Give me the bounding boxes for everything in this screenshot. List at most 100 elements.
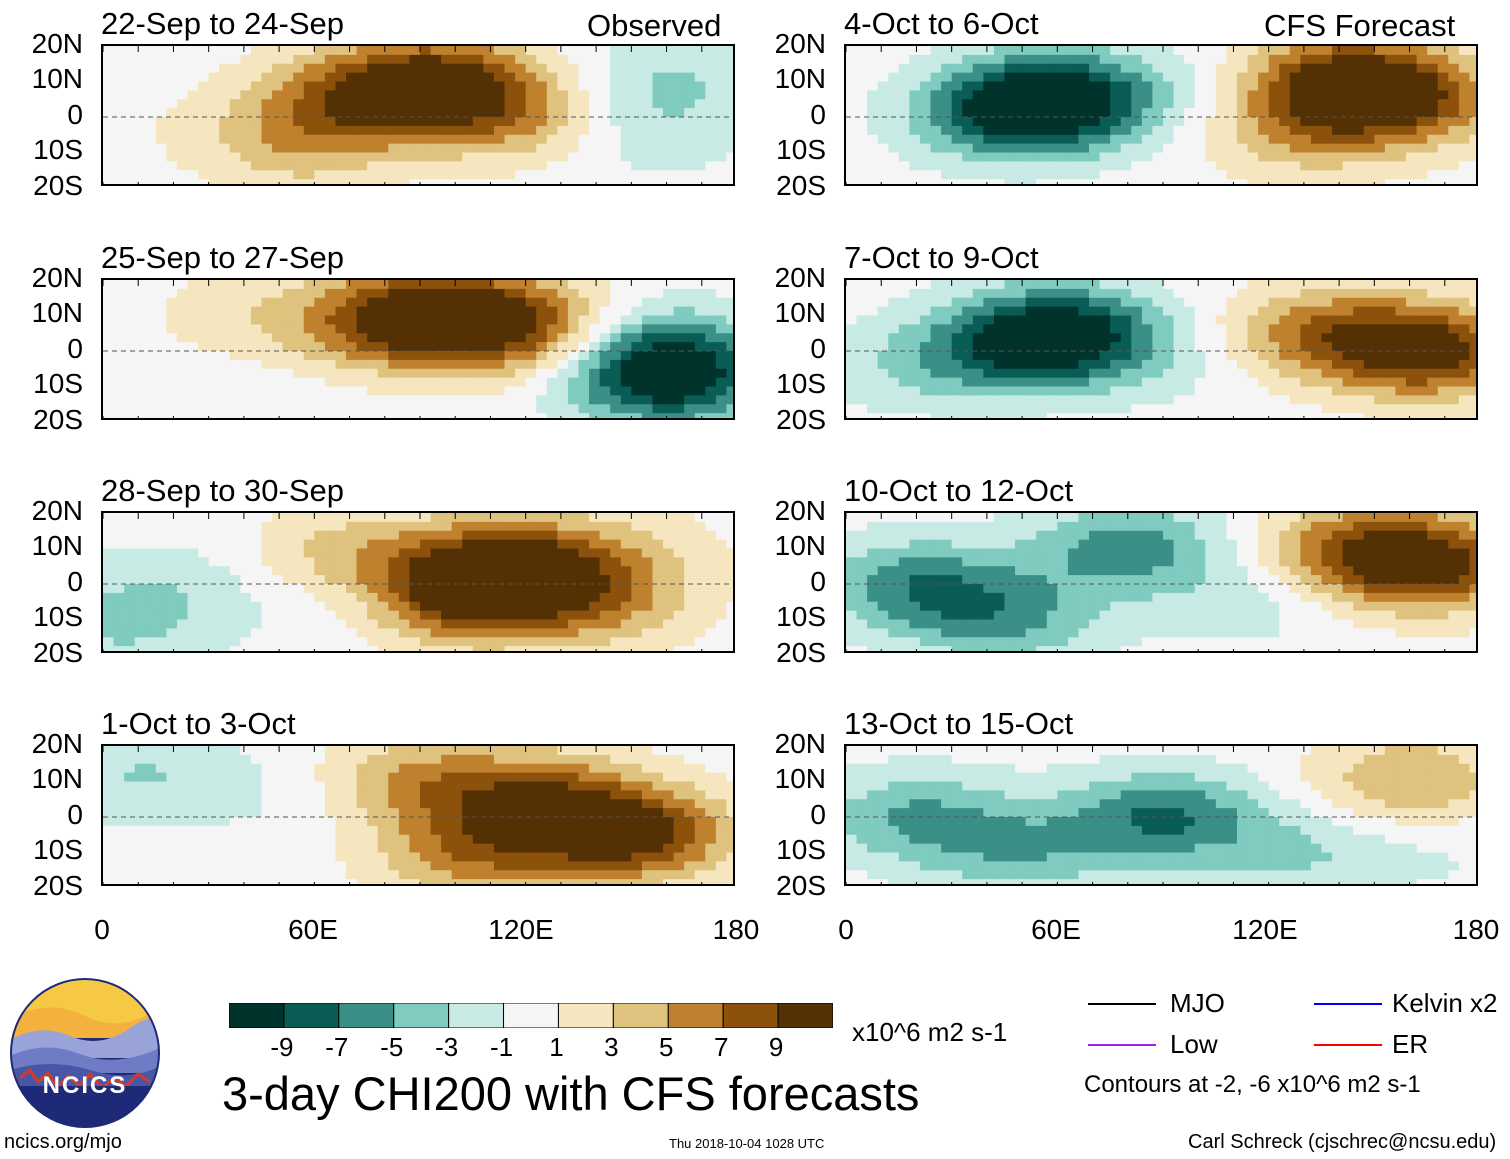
heatmap-cell <box>240 161 252 171</box>
heatmap-cell <box>726 351 733 361</box>
heatmap-cell <box>652 781 664 791</box>
heatmap-cell <box>673 306 685 317</box>
heatmap-cell <box>1205 152 1217 162</box>
heatmap-cell <box>124 763 136 774</box>
heatmap-cell <box>1300 143 1312 154</box>
heatmap-cell <box>694 843 706 854</box>
heatmap-cell <box>219 628 231 638</box>
heatmap-cell <box>451 513 463 523</box>
heatmap-cell <box>103 108 115 118</box>
heatmap-cell <box>398 539 411 550</box>
heatmap-cell <box>909 125 921 136</box>
heatmap-cell <box>367 161 379 171</box>
heatmap-cell <box>1236 99 1249 109</box>
heatmap-cell <box>272 404 284 414</box>
heatmap-cell <box>546 386 558 396</box>
heatmap-cell <box>1173 117 1185 127</box>
heatmap-cell <box>546 843 558 854</box>
heatmap-cell <box>631 125 643 136</box>
heatmap-cell <box>420 280 432 290</box>
heatmap-cell <box>388 746 400 756</box>
heatmap-cell <box>1089 54 1101 65</box>
heatmap-cell <box>919 81 932 91</box>
heatmap-cell <box>282 746 294 756</box>
heatmap-cell <box>472 521 484 532</box>
heatmap-cell <box>694 879 706 884</box>
heatmap-cell <box>673 566 685 576</box>
heatmap-cell <box>525 763 537 774</box>
heatmap-cell <box>525 799 537 809</box>
heatmap-cell <box>398 530 411 541</box>
heatmap-cell <box>715 152 728 162</box>
heatmap-cell <box>589 134 601 145</box>
heatmap-cell <box>567 799 580 809</box>
heatmap-cell <box>1099 90 1111 100</box>
heatmap-cell <box>1395 54 1407 65</box>
heatmap-cell <box>472 754 484 765</box>
heatmap-cell <box>176 746 189 756</box>
heatmap-cell <box>1046 54 1058 65</box>
heatmap-cell <box>631 90 643 100</box>
heatmap-cell <box>409 548 421 558</box>
heatmap-cell <box>293 790 305 800</box>
heatmap-cell <box>1078 125 1090 136</box>
heatmap-cell <box>398 879 411 884</box>
heatmap-cell <box>578 539 590 550</box>
heatmap-cell <box>1300 170 1312 180</box>
heatmap-cell <box>451 834 463 845</box>
heatmap-cell <box>641 81 654 91</box>
heatmap-cell <box>888 179 900 184</box>
heatmap-cell <box>103 368 115 379</box>
heatmap-cell <box>1448 46 1460 56</box>
heatmap-cell <box>219 781 231 791</box>
heatmap-cell <box>113 619 125 629</box>
heatmap-cell <box>652 584 664 594</box>
heatmap-cell <box>515 781 527 791</box>
heatmap-cell <box>1057 117 1069 127</box>
heatmap-cell <box>641 530 654 541</box>
heatmap-cell <box>472 817 484 827</box>
heatmap-cell <box>631 817 643 827</box>
heatmap-cell <box>420 125 432 136</box>
heatmap-cell <box>240 395 252 405</box>
heatmap-cell <box>240 530 252 541</box>
heatmap-cell <box>229 134 241 145</box>
heatmap-cell <box>293 386 305 396</box>
heatmap-cell <box>1353 170 1365 180</box>
heatmap-cell <box>525 386 537 396</box>
heatmap-cell <box>1184 161 1196 171</box>
heatmap-cell <box>134 825 146 836</box>
heatmap-cell <box>705 834 717 845</box>
heatmap-cell <box>303 852 315 862</box>
heatmap-cell <box>652 306 664 317</box>
heatmap-cell <box>398 117 411 127</box>
heatmap-cell <box>919 117 932 127</box>
heatmap-cell <box>272 324 284 334</box>
heatmap-cell <box>430 125 442 136</box>
heatmap-cell <box>1353 125 1365 136</box>
heatmap-cell <box>1046 99 1058 109</box>
heatmap-cell <box>229 619 241 629</box>
heatmap-cell <box>1215 63 1227 74</box>
heatmap-cell <box>1089 46 1101 56</box>
heatmap-cell <box>113 63 125 74</box>
heatmap-cell <box>250 566 263 576</box>
heatmap-cell <box>610 646 622 651</box>
heatmap-cell <box>663 790 675 800</box>
heatmap-cell <box>631 395 643 405</box>
heatmap-cell <box>1427 46 1439 56</box>
heatmap-cell <box>888 81 900 91</box>
heatmap-cell <box>663 619 675 629</box>
heatmap-cell <box>124 619 136 629</box>
heatmap-cell <box>726 530 733 541</box>
heatmap-cell <box>715 808 728 818</box>
heatmap-cell <box>377 297 389 308</box>
heatmap-cell <box>187 548 199 558</box>
heatmap-cell <box>1163 125 1175 136</box>
heatmap-cell <box>335 90 347 100</box>
heatmap-cell <box>1469 63 1476 74</box>
heatmap-cell <box>293 161 305 171</box>
heatmap-cell <box>846 90 858 100</box>
heatmap-cell <box>409 404 421 414</box>
heatmap-cell <box>694 584 706 594</box>
